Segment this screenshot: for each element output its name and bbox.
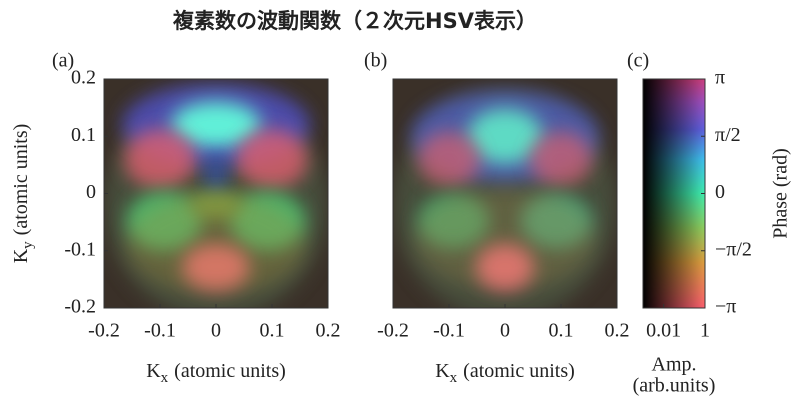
panel-label: (a) (52, 50, 74, 72)
x-tick-label: -0.2 (88, 320, 120, 342)
y-axis-label: Ky (atomic units) (10, 124, 37, 264)
y-tick-label: π (715, 67, 725, 89)
x-tick-label: -0.2 (377, 320, 409, 342)
figure-title: 複素数の波動関数（２次元HSV表示） (172, 9, 537, 33)
x-axis-label-symbol: K (146, 360, 161, 382)
heatmap-image (104, 79, 328, 308)
heatmap-blob (124, 129, 196, 189)
heatmap-blob (415, 188, 595, 290)
x-tick-label: 0.1 (260, 320, 285, 342)
y-axis-label-symbol: K (10, 248, 32, 263)
y-tick-label: −π (715, 296, 736, 318)
x-tick-label: 0.1 (549, 320, 574, 342)
y-tick-label: 0.2 (71, 67, 96, 89)
y-tick-label: −π/2 (715, 238, 752, 260)
x-tick-label: 0 (211, 320, 221, 342)
x-axis-label: Kx (atomic units) (146, 360, 286, 387)
y-axis-label-unit: (atomic units) (10, 124, 32, 236)
x-axis-label-unit: (atomic units) (463, 360, 575, 382)
y-tick-label: 0.1 (71, 124, 96, 146)
x-tick-label: 0.2 (605, 320, 630, 342)
heatmap-image (393, 79, 617, 308)
x-tick-label: 0.01 (646, 320, 681, 342)
x-axis-label-subscript: x (161, 370, 169, 386)
heatmap-blob (529, 131, 593, 187)
y-axis-label: Phase (rad) (770, 148, 792, 239)
x-axis-label-symbol: K (435, 360, 450, 382)
panel-label: (c) (627, 50, 649, 72)
heatmap-blob (466, 108, 544, 164)
y-axis-label-subscript: y (20, 241, 36, 249)
x-axis-label: Kx (atomic units) (435, 360, 575, 387)
heatmap-blob (204, 152, 228, 199)
x-tick-label: -0.1 (144, 320, 176, 342)
heatmap-blob (126, 193, 306, 295)
heatmap-blob (171, 101, 261, 148)
heatmap-blob (417, 131, 481, 187)
y-tick-label: 0 (86, 181, 96, 203)
x-tick-label: -0.1 (433, 320, 465, 342)
y-tick-label: 0 (715, 181, 725, 203)
y-tick-label: -0.2 (64, 296, 96, 318)
x-tick-label: 1 (700, 320, 710, 342)
panel-label: (b) (364, 50, 387, 72)
y-tick-label: π/2 (715, 124, 741, 146)
x-axis-label-unit: (atomic units) (174, 360, 286, 382)
x-axis-label-subscript: x (450, 370, 458, 386)
x-tick-label: 0.2 (316, 320, 341, 342)
x-axis-label: Amp. (652, 354, 697, 376)
x-tick-label: 0 (500, 320, 510, 342)
heatmap-blob (236, 129, 308, 189)
x-axis-label: (arb.units) (633, 375, 716, 397)
y-tick-label: -0.1 (64, 238, 96, 260)
colorbar-amplitude (643, 79, 705, 308)
